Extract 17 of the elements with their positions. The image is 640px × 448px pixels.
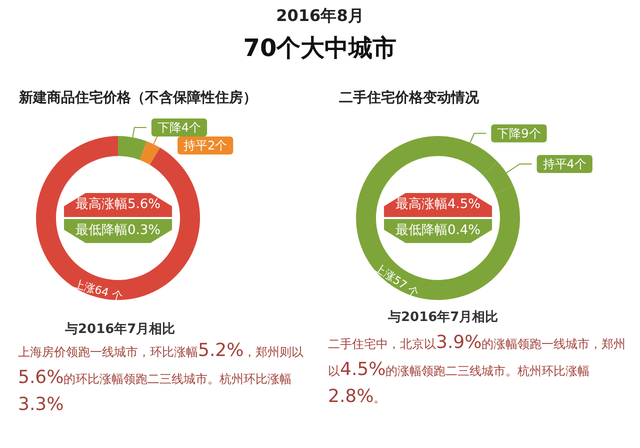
text: 上海房价领跑一线城市，环比涨幅5.2%，郑州则以5.6%的环比涨幅领跑二三线城市。杭州环比涨幅3.3% [18, 340, 304, 415]
text: 最低降幅0.4% [384, 219, 492, 243]
text: 最高涨幅5.6% [64, 193, 172, 217]
slice-label: 下降9个 [497, 126, 541, 140]
text: 2016年8月 [275, 6, 365, 27]
chart-title: 二手住宅价格变动情况 [339, 89, 480, 106]
slice-label: 持平4个 [542, 157, 586, 172]
slice-label: 上涨64 个 [72, 277, 124, 304]
text: 70个大中城市 [242, 33, 398, 64]
legend-label: 下降4个 [157, 120, 202, 134]
chart-title: 新建商品住宅价格（不含保障性住房） [18, 89, 257, 106]
text: 最高涨幅4.5% [384, 193, 492, 217]
text: 与2016年7月相比 [388, 309, 498, 326]
slice-label: 持平2个 [184, 138, 228, 152]
text: 二手住宅中，北京以3.9%的涨幅领跑一线城市，郑州以4.5%的涨幅领跑二三线城市。杭州环比涨幅2.8%。 [328, 332, 626, 407]
text: 最低降幅0.3% [64, 219, 172, 243]
text: 与2016年7月相比 [65, 321, 176, 338]
